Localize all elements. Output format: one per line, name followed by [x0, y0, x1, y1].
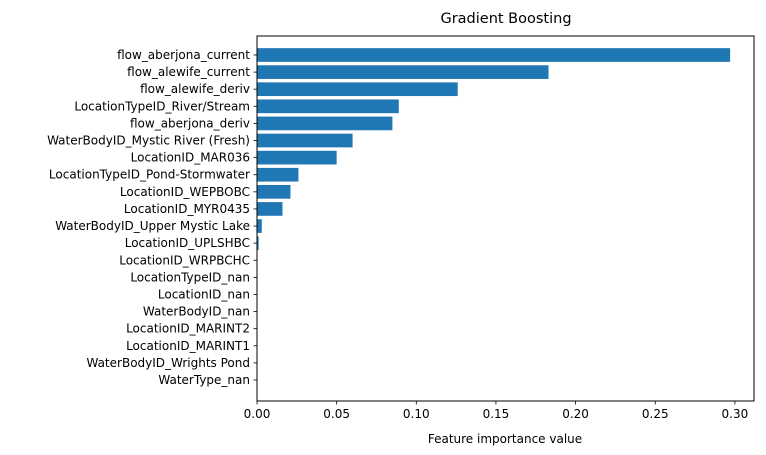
- y-tick-label: WaterType_nan: [158, 373, 250, 387]
- y-tick-label: LocationID_MARINT1: [126, 339, 250, 353]
- y-tick-label: LocationTypeID_River/Stream: [74, 99, 250, 113]
- x-axis-label: Feature importance value: [428, 432, 582, 446]
- y-tick-label: flow_alewife_current: [127, 65, 250, 79]
- y-tick-label: LocationID_MYR0435: [124, 202, 250, 216]
- y-tick-label: flow_alewife_deriv: [140, 82, 250, 96]
- y-tick-label: LocationID_WRPBCHC: [119, 253, 250, 267]
- y-tick-label: flow_aberjona_current: [117, 48, 250, 62]
- y-tick-label: WaterBodyID_nan: [143, 305, 250, 319]
- x-tick-label: 0.00: [244, 407, 271, 421]
- y-tick-label: LocationID_UPLSHBC: [125, 236, 250, 250]
- bar-9: [257, 202, 282, 216]
- bar-1: [257, 65, 549, 79]
- bar-4: [257, 117, 392, 131]
- x-tick-label: 0.30: [722, 407, 749, 421]
- y-tick-label: flow_aberjona_deriv: [130, 116, 250, 130]
- y-tick-label: LocationTypeID_nan: [130, 270, 250, 284]
- x-tick-label: 0.20: [562, 407, 589, 421]
- bar-6: [257, 151, 337, 165]
- x-ticks: 0.00 0.05 0.10 0.15 0.20 0.25 0.30: [244, 401, 749, 421]
- bar-8: [257, 185, 290, 199]
- x-tick-label: 0.25: [642, 407, 669, 421]
- y-tick-label: LocationTypeID_Pond-Stormwater: [49, 168, 250, 182]
- x-tick-label: 0.15: [483, 407, 510, 421]
- y-tick-labels: flow_aberjona_current flow_alewife_curren…: [47, 48, 257, 387]
- bar-3: [257, 99, 399, 113]
- bars-layer: [257, 48, 730, 250]
- bar-10: [257, 219, 262, 233]
- chart-title: Gradient Boosting: [440, 11, 571, 27]
- y-tick-label: LocationID_MARINT2: [126, 322, 250, 336]
- bar-0: [257, 48, 730, 62]
- bar-2: [257, 82, 458, 96]
- x-tick-label: 0.10: [403, 407, 430, 421]
- bar-7: [257, 168, 298, 182]
- y-tick-label: WaterBodyID_Upper Mystic Lake: [55, 219, 250, 233]
- y-tick-label: LocationID_MAR036: [131, 151, 250, 165]
- bar-5: [257, 134, 353, 148]
- y-tick-label: WaterBodyID_Mystic River (Fresh): [47, 134, 250, 148]
- y-tick-label: LocationID_WEPBOBC: [120, 185, 250, 199]
- x-tick-label: 0.05: [323, 407, 350, 421]
- y-tick-label: WaterBodyID_Wrights Pond: [86, 356, 250, 370]
- y-tick-label: LocationID_nan: [158, 287, 250, 301]
